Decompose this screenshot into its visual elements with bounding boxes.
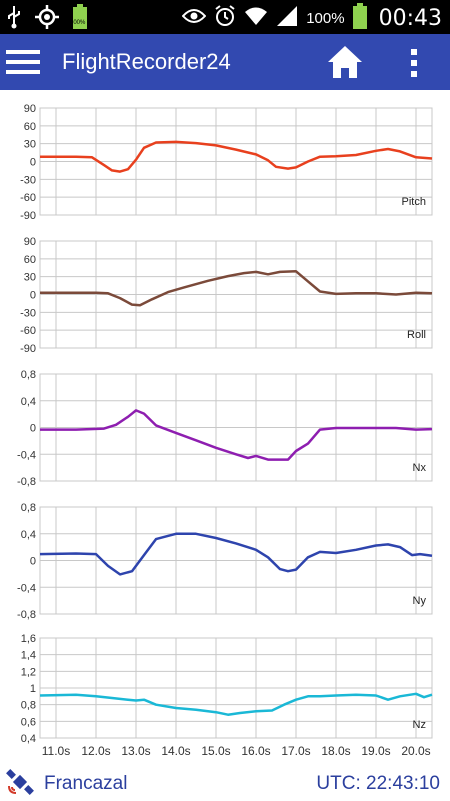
- status-bar: 100% 100% 00:43: [0, 0, 450, 34]
- roll-y-tick-label: 30: [24, 272, 36, 284]
- x-tick-label: 15.0s: [201, 744, 230, 758]
- nx-y-tick-label: -0,4: [17, 449, 36, 461]
- footer: Francazal UTC: 22:43:10: [0, 764, 450, 800]
- nx-y-tick-label: 0,8: [21, 369, 36, 381]
- pitch-y-tick-label: 90: [24, 103, 36, 115]
- nz-y-tick-label: 1: [30, 683, 36, 695]
- location-name: Francazal: [44, 773, 128, 794]
- roll-y-tick-label: 90: [24, 236, 36, 248]
- wifi-icon: [244, 6, 268, 30]
- roll-y-tick-label: -30: [20, 307, 36, 319]
- x-tick-label: 18.0s: [321, 744, 350, 758]
- eye-icon: [181, 8, 207, 28]
- nz-series-label: Nz: [413, 719, 426, 731]
- home-icon[interactable]: [326, 44, 364, 80]
- signal-icon: [276, 5, 298, 31]
- app-title: FlightRecorder24: [62, 49, 231, 74]
- pitch-y-tick-label: -90: [20, 210, 36, 222]
- ny-y-tick-label: 0,4: [21, 529, 36, 541]
- nz-y-tick-label: 1,6: [21, 633, 36, 645]
- ny-series-line: [39, 532, 433, 576]
- ny-y-tick-label: 0,8: [21, 502, 36, 514]
- pitch-series-line: [40, 140, 433, 173]
- status-bar-right: 100% 00:43: [181, 3, 442, 33]
- status-bar-left: 100%: [6, 4, 88, 35]
- nx-series-line: [40, 409, 433, 461]
- roll-series-line: [40, 270, 433, 307]
- x-tick-label: 12.0s: [81, 744, 110, 758]
- nx-y-tick-label: 0,4: [21, 396, 36, 408]
- roll-y-tick-label: 60: [24, 254, 36, 266]
- usb-icon: [6, 5, 22, 34]
- pitch-y-tick-label: 30: [24, 139, 36, 151]
- x-tick-label: 17.0s: [281, 744, 310, 758]
- x-tick-label: 13.0s: [121, 744, 150, 758]
- roll-series-label: Roll: [407, 329, 426, 341]
- satellite-icon: [6, 768, 34, 796]
- roll-y-tick-label: 0: [30, 290, 36, 302]
- battery-small-label: 100%: [70, 20, 86, 26]
- pitch-y-tick-label: -60: [20, 192, 36, 204]
- status-time: 00:43: [378, 5, 442, 31]
- overflow-menu-icon[interactable]: [402, 46, 426, 80]
- alarm-icon: [214, 4, 236, 32]
- utc-time: UTC: 22:43:10: [316, 773, 440, 794]
- roll-y-tick-label: -90: [20, 343, 36, 355]
- battery-icon: [352, 3, 367, 33]
- gps-icon: [34, 4, 60, 35]
- nz-y-tick-label: 0,8: [21, 700, 36, 712]
- pitch-series-label: Pitch: [402, 196, 426, 208]
- nz-y-tick-label: 1,4: [21, 650, 36, 662]
- nz-y-tick-label: 1,2: [21, 666, 36, 678]
- nz-y-tick-label: 0,6: [21, 716, 36, 728]
- flight-charts: 90 60 30 0 -30 -60 -90 Pitch 90 60 30 0 -30 -60 -90 Rol…: [17, 103, 433, 758]
- nx-y-tick-label: -0,8: [17, 476, 36, 488]
- ny-series-label: Ny: [413, 595, 427, 607]
- hamburger-menu-icon[interactable]: [6, 46, 42, 78]
- roll-y-tick-label: -60: [20, 325, 36, 337]
- x-tick-label: 20.0s: [401, 744, 430, 758]
- charts-area: 90 60 30 0 -30 -60 -90 Pitch 90 60 30 0 -30 -60 -90 Rol…: [0, 92, 450, 762]
- battery-percent: 100%: [306, 9, 345, 27]
- battery-small-icon: 100%: [70, 4, 88, 35]
- ny-y-tick-label: -0,4: [17, 582, 36, 594]
- x-tick-label: 19.0s: [361, 744, 390, 758]
- pitch-y-tick-label: 0: [30, 157, 36, 169]
- x-tick-label: 14.0s: [161, 744, 190, 758]
- nz-series-line: [39, 692, 433, 716]
- app-bar: FlightRecorder24: [0, 34, 450, 90]
- x-tick-label: 16.0s: [241, 744, 270, 758]
- pitch-y-tick-label: 60: [24, 121, 36, 133]
- x-tick-label: 11.0s: [42, 744, 70, 758]
- ny-y-tick-label: -0,8: [17, 609, 36, 621]
- nz-y-tick-label: 0,4: [21, 733, 36, 745]
- nx-y-tick-label: 0: [30, 423, 36, 435]
- nx-series-label: Nx: [413, 462, 427, 474]
- ny-y-tick-label: 0: [30, 556, 36, 568]
- pitch-y-tick-label: -30: [20, 174, 36, 186]
